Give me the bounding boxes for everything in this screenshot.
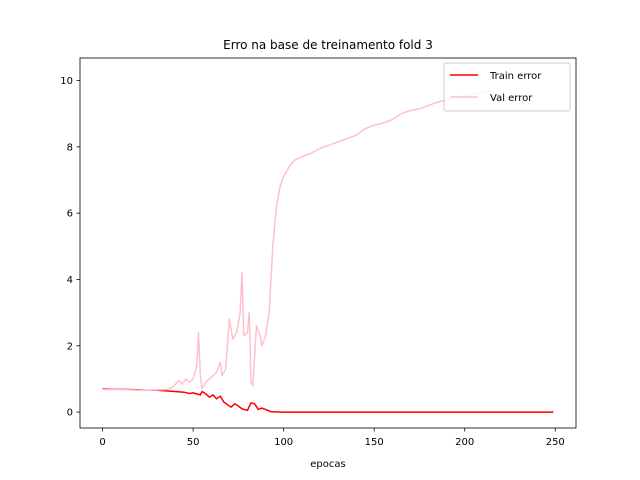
y-tick-label: 2 xyxy=(67,341,73,352)
x-tick-label: 100 xyxy=(274,437,293,448)
y-tick-label: 6 xyxy=(67,209,73,220)
y-tick-label: 0 xyxy=(67,408,73,419)
legend-label-train-error: Train error xyxy=(489,71,542,82)
y-tick-label: 8 xyxy=(67,142,73,153)
x-axis-label: epocas xyxy=(310,459,345,470)
x-tick-label: 250 xyxy=(546,437,565,448)
legend-label-val-error: Val error xyxy=(490,93,533,104)
x-tick-label: 0 xyxy=(99,437,105,448)
x-tick-label: 150 xyxy=(365,437,384,448)
x-tick-label: 200 xyxy=(455,437,474,448)
x-tick-label: 50 xyxy=(187,437,200,448)
series-layer xyxy=(102,89,554,413)
series-line-val-error xyxy=(102,89,493,391)
chart-title: Erro na base de treinamento fold 3 xyxy=(223,38,433,52)
legend: Train error Val error xyxy=(443,62,571,112)
y-tick-label: 4 xyxy=(67,275,73,286)
axes-layer: 0 50 100 150 200 250 0 2 4 6 8 10 xyxy=(60,76,565,448)
plot-frame xyxy=(79,57,577,429)
y-tick-label: 10 xyxy=(60,76,73,87)
